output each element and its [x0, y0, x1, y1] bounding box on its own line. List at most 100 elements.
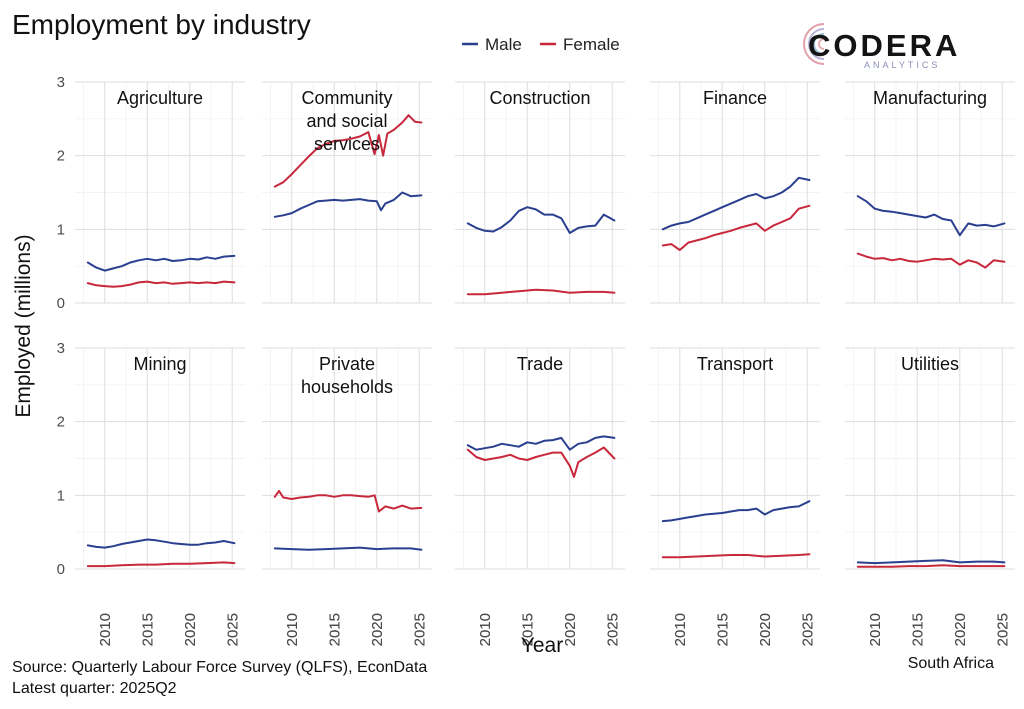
series-line-male-utilities	[856, 559, 1006, 565]
logo-mark-icon	[803, 23, 825, 65]
x-tick-label: 2015	[519, 613, 536, 646]
series-line-female-manufacturing	[856, 252, 1006, 269]
x-tick-label: 2010	[672, 613, 689, 646]
y-tick-label: 1	[57, 221, 65, 238]
series-line-female-transport	[661, 553, 811, 559]
x-tick-label: 2025	[604, 613, 621, 646]
panel-trade: 2010 2015 2020 2025 Trade	[455, 347, 625, 646]
panel-title-utilities: Utilities	[901, 354, 959, 374]
panel-agriculture: 0 1 2 3 2010 2015 2020 2025 Agriculture	[57, 74, 245, 646]
series-line-female-community-and-social-services	[273, 114, 423, 188]
series-line-female-trade	[466, 446, 616, 478]
x-tick-label: 2020	[562, 613, 579, 646]
x-tick-label: 2020	[369, 613, 386, 646]
x-tick-label: 2010	[477, 613, 494, 646]
series-line-male-community-and-social-services	[273, 191, 423, 218]
series-line-male-private-households	[273, 546, 423, 551]
series-line-female-mining	[86, 561, 236, 568]
x-tick-label: 2010	[672, 613, 689, 646]
y-tick-label: 2	[57, 414, 65, 431]
x-tick-label: 2010	[97, 613, 114, 646]
series-line-female-utilities	[856, 564, 1006, 568]
x-tick-label: 2020	[952, 613, 969, 646]
y-tick-label: 1	[57, 487, 65, 504]
panel-title-private-households: households	[301, 377, 393, 397]
series-line-male-mining	[86, 538, 236, 549]
panel-private-households: 2010 2015 2020 2025 Private households	[262, 347, 432, 646]
x-tick-label: 2020	[757, 613, 774, 646]
x-tick-label: 2010	[284, 613, 301, 646]
x-tick-label: 2025	[224, 613, 241, 646]
panel-title-manufacturing: Manufacturing	[873, 88, 987, 108]
y-tick-label: 3	[57, 74, 65, 91]
series-line-male-construction	[466, 206, 616, 234]
x-tick-label: 2025	[799, 613, 816, 646]
x-tick-label: 2025	[994, 613, 1011, 646]
x-tick-label: 2015	[139, 613, 156, 646]
x-tick-label: 2015	[909, 613, 926, 646]
series-line-female-finance	[661, 204, 811, 251]
panel-title-construction: Construction	[489, 88, 590, 108]
y-tick-label: 2	[57, 148, 65, 165]
legend-label-male: Male	[485, 35, 522, 54]
x-tick-label: 2010	[477, 613, 494, 646]
x-tick-label: 2020	[562, 613, 579, 646]
x-tick-label: 2015	[326, 613, 343, 646]
x-tick-label: 2010	[867, 613, 884, 646]
latest-quarter-note: Latest quarter: 2025Q2	[12, 680, 177, 697]
panel-title-mining: Mining	[133, 354, 186, 374]
x-tick-label: 2020	[182, 613, 199, 646]
x-tick-label: 2010	[97, 613, 114, 646]
series-line-male-transport	[661, 500, 811, 523]
x-tick-label: 2020	[182, 613, 199, 646]
x-tick-label: 2015	[139, 613, 156, 646]
panel-title-community-and-social-services: and social	[306, 111, 387, 131]
y-axis-title: Employed (millions)	[12, 234, 35, 417]
x-tick-label: 2025	[994, 613, 1011, 646]
x-axis-title: Year	[521, 634, 563, 657]
panel-transport: 2010 2015 2020 2025 Transport	[650, 347, 820, 646]
panel-title-finance: Finance	[703, 88, 767, 108]
source-note: Source: Quarterly Labour Force Survey (Q…	[12, 659, 427, 676]
country-label: South Africa	[908, 655, 994, 672]
x-tick-label: 2015	[909, 613, 926, 646]
panel-construction: 2010 2015 2020 2025 Construction	[455, 81, 625, 646]
x-tick-label: 2020	[369, 613, 386, 646]
panel-title-agriculture: Agriculture	[117, 88, 203, 108]
y-tick-label: 3	[57, 340, 65, 357]
chart-title: Employment by industry	[12, 9, 311, 40]
legend: Male Female	[462, 35, 620, 54]
series-line-male-trade	[466, 435, 616, 451]
panel-title-community-and-social-services: Community	[301, 88, 392, 108]
panel-title-trade: Trade	[517, 354, 563, 374]
x-tick-label: 2010	[284, 613, 301, 646]
logo-subtext: ANALYTICS	[864, 60, 940, 70]
panel-manufacturing: 2010 2015 2020 2025 Manufacturing	[845, 81, 1015, 646]
x-tick-label: 2025	[799, 613, 816, 646]
series-line-female-agriculture	[86, 280, 236, 288]
logo-text: CODERA	[808, 28, 960, 63]
x-tick-label: 2015	[519, 613, 536, 646]
panel-finance: 2010 2015 2020 2025 Finance	[650, 81, 820, 646]
x-tick-label: 2025	[224, 613, 241, 646]
panel-mining: 0 1 2 3 2010 2015 2020 2025 Mining	[57, 340, 245, 646]
series-line-female-construction	[466, 288, 616, 296]
panel-community-and-social-services: 2010 2015 2020 2025 Community and social servi…	[262, 81, 432, 646]
series-line-female-private-households	[273, 489, 423, 513]
x-tick-label: 2020	[952, 613, 969, 646]
series-line-male-agriculture	[86, 254, 236, 272]
x-tick-label: 2010	[867, 613, 884, 646]
y-tick-label: 0	[57, 295, 65, 312]
panel-title-private-households: Private	[319, 354, 375, 374]
x-tick-label: 2015	[714, 613, 731, 646]
series-line-male-manufacturing	[856, 195, 1006, 237]
x-tick-label: 2015	[326, 613, 343, 646]
legend-label-female: Female	[563, 35, 620, 54]
panel-title-community-and-social-services: services	[314, 134, 380, 154]
x-tick-label: 2015	[714, 613, 731, 646]
x-tick-label: 2025	[604, 613, 621, 646]
series-line-male-finance	[661, 176, 811, 231]
panel-utilities: 2010 2015 2020 2025 Utilities	[845, 347, 1015, 646]
codera-logo: CODERA ANALYTICS	[803, 23, 960, 70]
